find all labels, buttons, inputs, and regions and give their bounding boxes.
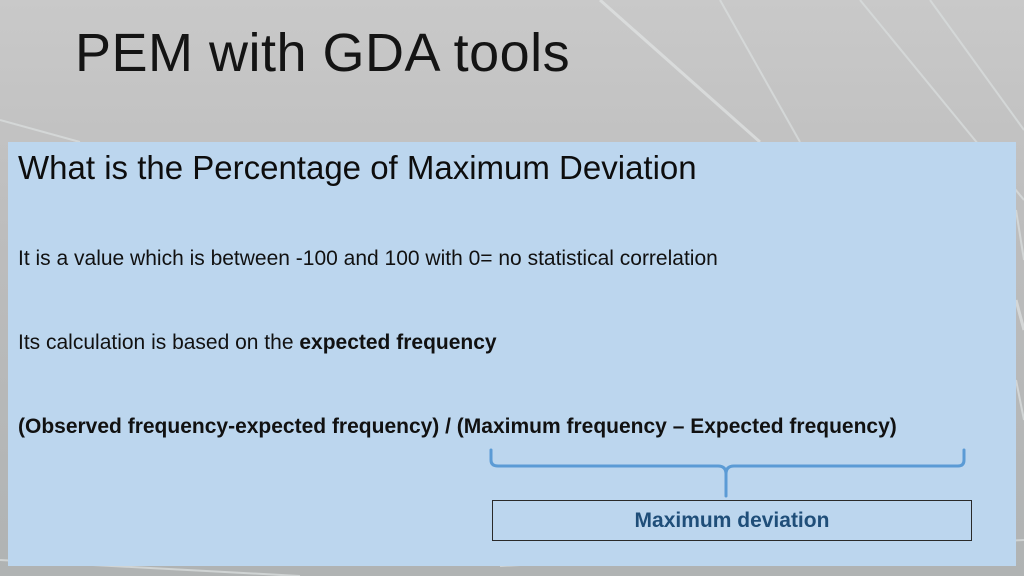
curly-brace-icon [489, 448, 966, 498]
maximum-deviation-label: Maximum deviation [634, 508, 830, 532]
content-box: What is the Percentage of Maximum Deviat… [8, 142, 1016, 566]
definition-text: It is a value which is between -100 and … [18, 247, 718, 270]
slide-title: PEM with GDA tools [75, 23, 571, 83]
expected-frequency-emphasis: expected frequency [299, 331, 497, 354]
maximum-deviation-box: Maximum deviation [492, 500, 972, 541]
formula-text: (Observed frequency-expected frequency) … [18, 415, 897, 438]
calculation-text: Its calculation is based on the expected… [18, 331, 497, 355]
content-heading: What is the Percentage of Maximum Deviat… [18, 149, 697, 186]
calculation-text-prefix: Its calculation is based on the [18, 331, 300, 354]
